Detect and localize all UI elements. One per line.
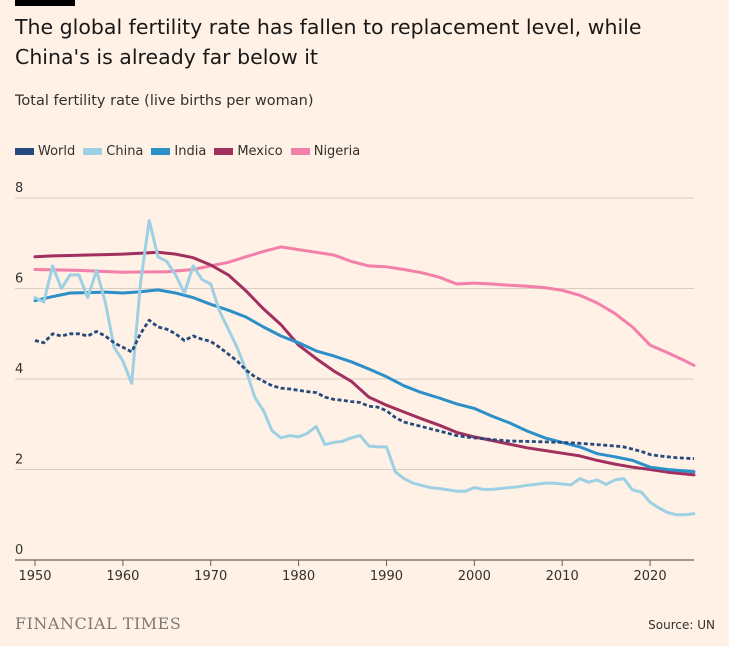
- legend-item-india: India: [151, 144, 206, 159]
- series-line-india: [33, 288, 696, 474]
- x-tick-label-2020: 2020: [634, 569, 667, 584]
- legend-item-mexico: Mexico: [214, 144, 283, 159]
- y-tick-label-4: 4: [15, 362, 23, 377]
- legend-item-china: China: [83, 144, 143, 159]
- legend-swatch-india: [151, 148, 171, 155]
- series-line-nigeria: [33, 245, 696, 367]
- y-tick-label-2: 2: [15, 453, 23, 468]
- legend-swatch-mexico: [214, 148, 234, 155]
- fertility-line-chart: 0 2 4 6 8 1950 1960 1970 1980 1990 2000 2010 2020: [15, 181, 696, 584]
- axis-layer: 0 2 4 6 8 1950 1960 1970 1980 1990 2000 2010 2020: [15, 181, 667, 584]
- series-line-china: [33, 219, 696, 517]
- legend-label-china: China: [106, 144, 144, 159]
- ft-brand-bar: [15, 0, 75, 6]
- series-layer: [33, 219, 696, 517]
- legend-label-world: World: [38, 144, 76, 159]
- legend-swatch-nigeria: [290, 148, 310, 155]
- chart-subtitle: Total fertility rate (live births per wo…: [15, 93, 314, 109]
- grid-layer: [15, 197, 694, 561]
- x-tick-label-1980: 1980: [282, 569, 315, 584]
- x-tick-label-2000: 2000: [458, 569, 491, 584]
- x-tick-label-1950: 1950: [18, 569, 51, 584]
- x-tick-label-1960: 1960: [106, 569, 139, 584]
- chart-title: The global fertility rate has fallen to …: [15, 15, 642, 69]
- legend-item-nigeria: Nigeria: [290, 144, 361, 159]
- x-tick-label-1970: 1970: [194, 569, 227, 584]
- legend-label-nigeria: Nigeria: [313, 144, 361, 159]
- legend-label-india: India: [174, 144, 207, 159]
- legend-item-world: World: [15, 144, 75, 159]
- chart-legend: World China India Mexico Nigeria: [15, 144, 368, 159]
- y-tick-label-0: 0: [15, 543, 23, 558]
- legend-swatch-china: [83, 148, 103, 155]
- source-note: Source: UN: [648, 618, 715, 632]
- ft-logo: FINANCIAL TIMES: [15, 614, 182, 633]
- legend-label-mexico: Mexico: [237, 144, 283, 159]
- x-tick-label-1990: 1990: [370, 569, 403, 584]
- series-line-world: [34, 318, 695, 460]
- y-tick-label-8: 8: [15, 181, 23, 196]
- y-tick-label-6: 6: [15, 272, 23, 287]
- x-tick-label-2010: 2010: [546, 569, 579, 584]
- legend-swatch-world: [15, 148, 34, 155]
